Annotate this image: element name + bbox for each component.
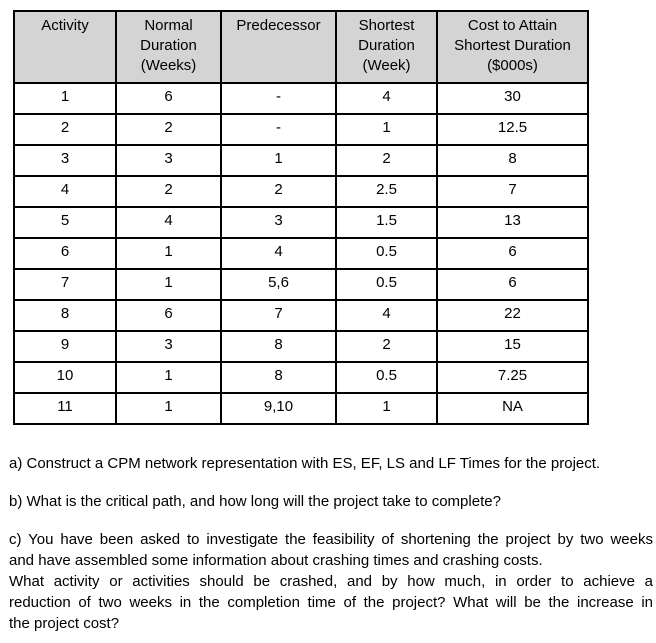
table-cell: 8 <box>220 330 337 363</box>
table-cell: 2 <box>13 113 117 146</box>
table-row: 10 1 8 0.5 7.25 <box>13 361 589 394</box>
table-cell: 3 <box>13 144 117 177</box>
table-cell: 1 <box>115 392 222 425</box>
table-cell: 0.5 <box>335 268 438 301</box>
table-cell: 3 <box>220 206 337 239</box>
table-cell: 5 <box>13 206 117 239</box>
table-row: 7 1 5,6 0.5 6 <box>13 268 589 301</box>
table-cell: 1 <box>115 361 222 394</box>
table-cell: 8 <box>220 361 337 394</box>
question-b: b) What is the critical path, and how lo… <box>9 493 501 510</box>
header-row: Activity Normal Duration (Weeks) Predece… <box>13 10 589 84</box>
table-cell: 1 <box>115 237 222 270</box>
table-cell: 8 <box>436 144 589 177</box>
table-cell: 2.5 <box>335 175 438 208</box>
question-c-line: the project cost? <box>9 615 120 632</box>
question-c-line: and have assembled some information abou… <box>9 552 543 569</box>
table-cell: 3 <box>115 144 222 177</box>
table-cell: 2 <box>335 330 438 363</box>
table-cell: 2 <box>115 175 222 208</box>
table-cell: 4 <box>220 237 337 270</box>
table-cell: - <box>220 113 337 146</box>
table-cell: 22 <box>436 299 589 332</box>
table-cell: 1 <box>115 268 222 301</box>
question-c: c) You have been asked to investigate th… <box>9 529 653 634</box>
table-cell: 2 <box>115 113 222 146</box>
table-cell: 7.25 <box>436 361 589 394</box>
table-cell: 30 <box>436 82 589 115</box>
table-cell: 7 <box>220 299 337 332</box>
table-row: 8 6 7 4 22 <box>13 299 589 332</box>
table-cell: 2 <box>220 175 337 208</box>
table-cell: 1 <box>220 144 337 177</box>
column-header-cost: Cost to Attain Shortest Duration ($000s) <box>436 10 589 84</box>
table-cell: 2 <box>335 144 438 177</box>
table-row: 9 3 8 2 15 <box>13 330 589 363</box>
table-cell: 1 <box>335 392 438 425</box>
table-cell: 3 <box>115 330 222 363</box>
table-cell: 13 <box>436 206 589 239</box>
table-row: 11 1 9,10 1 NA <box>13 392 589 425</box>
column-header-normal-duration: Normal Duration (Weeks) <box>115 10 222 84</box>
activity-table: Activity Normal Duration (Weeks) Predece… <box>13 10 589 425</box>
table-row: 4 2 2 2.5 7 <box>13 175 589 208</box>
table-cell: 6 <box>115 82 222 115</box>
table-cell: 11 <box>13 392 117 425</box>
table-cell: 1 <box>335 113 438 146</box>
table-cell: 12.5 <box>436 113 589 146</box>
questions-section: a) Construct a CPM network representatio… <box>9 453 653 634</box>
table-cell: 6 <box>436 268 589 301</box>
table-cell: NA <box>436 392 589 425</box>
table-row: 1 6-4 30 <box>13 82 589 115</box>
table-row: 2 2-1 12.5 <box>13 113 589 146</box>
column-header-predecessor: Predecessor <box>220 10 337 84</box>
table-cell: 0.5 <box>335 237 438 270</box>
table-cell: 7 <box>436 175 589 208</box>
column-header-shortest-duration: Shortest Duration (Week) <box>335 10 438 84</box>
table-cell: 8 <box>13 299 117 332</box>
question-c-line: reduction of two weeks in the completion… <box>9 594 653 611</box>
table-cell: 4 <box>335 82 438 115</box>
table-cell: 1 <box>13 82 117 115</box>
table-cell: 6 <box>13 237 117 270</box>
table-cell: 7 <box>13 268 117 301</box>
table-cell: 6 <box>436 237 589 270</box>
table-cell: 4 <box>13 175 117 208</box>
question-c-line: c) You have been asked to investigate th… <box>9 531 653 548</box>
column-header-activity: Activity <box>13 10 117 84</box>
table-row: 5 4 3 1.5 13 <box>13 206 589 239</box>
table-cell: 0.5 <box>335 361 438 394</box>
table-cell: 10 <box>13 361 117 394</box>
table-cell: 9,10 <box>220 392 337 425</box>
table-cell: 9 <box>13 330 117 363</box>
table-cell: 4 <box>335 299 438 332</box>
table-cell: - <box>220 82 337 115</box>
question-c-line: What activity or activities should be cr… <box>9 573 653 590</box>
table-cell: 15 <box>436 330 589 363</box>
question-a: a) Construct a CPM network representatio… <box>9 455 601 472</box>
table-cell: 6 <box>115 299 222 332</box>
table-cell: 5,6 <box>220 268 337 301</box>
table-row: 6 1 4 0.5 6 <box>13 237 589 270</box>
table-cell: 4 <box>115 206 222 239</box>
table-cell: 1.5 <box>335 206 438 239</box>
